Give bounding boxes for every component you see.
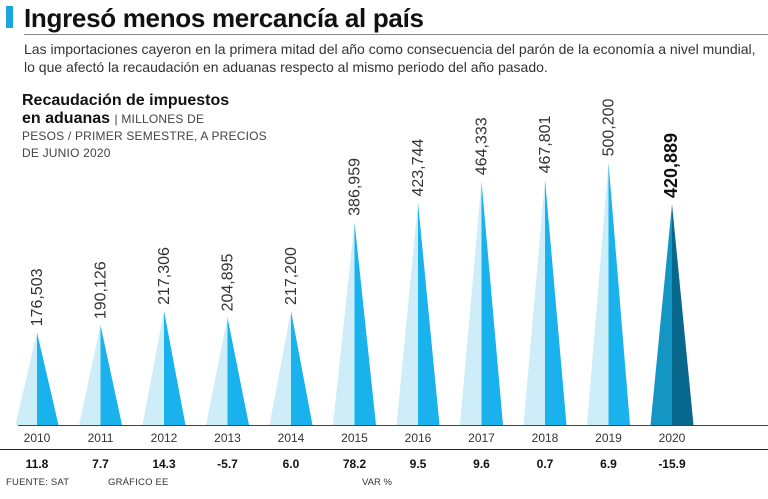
year-label-2020: 2020: [659, 431, 686, 445]
year-label-2010: 2010: [24, 431, 51, 445]
year-label-2018: 2018: [532, 431, 559, 445]
value-label-2012: 217,306: [156, 247, 173, 305]
bar-2015-left-face: [333, 221, 355, 425]
var-pct-2010: 11.8: [26, 457, 49, 471]
year-label-2013: 2013: [214, 431, 241, 445]
year-label-2011: 2011: [88, 431, 114, 445]
value-label-2015: 386,959: [347, 158, 364, 216]
source-note: FUENTE: SAT: [6, 477, 70, 488]
var-pct-2013: -5.7: [217, 457, 238, 471]
chart-units-line2: PESOS / PRIMER SEMESTRE, A PRECIOS: [22, 129, 267, 143]
page-title: Ingresó menos mercancía al país: [24, 3, 424, 33]
year-label-2015: 2015: [341, 431, 368, 445]
var-label: VAR %: [362, 477, 392, 488]
value-label-2020: 420,889: [661, 133, 681, 198]
year-label-2016: 2016: [405, 431, 432, 445]
year-label-2012: 2012: [151, 431, 178, 445]
bar-2018-left-face: [523, 179, 545, 425]
var-pct-2020: -15.9: [658, 457, 686, 471]
bar-2010-right-face: [37, 332, 59, 425]
bar-2016-left-face: [396, 202, 418, 425]
bar-2017-left-face: [460, 181, 482, 425]
bar-2019-left-face: [587, 162, 609, 425]
subtitle: Las importaciones cayeron en la primera …: [24, 41, 756, 75]
year-label-2017: 2017: [468, 431, 495, 445]
var-pct-2011: 7.7: [92, 457, 109, 471]
bar-2012-right-face: [164, 310, 186, 425]
accent-bar: [6, 6, 13, 28]
value-label-2017: 464,333: [474, 117, 491, 175]
bar-2013-right-face: [227, 317, 249, 425]
bar-2017-right-face: [481, 181, 503, 425]
credit-note: GRÁFICO EE: [108, 477, 169, 488]
bar-2013-left-face: [206, 317, 228, 425]
chart-title-line1: Recaudación de impuestos: [22, 92, 230, 109]
value-label-2010: 176,503: [29, 268, 46, 326]
var-pct-2019: 6.9: [600, 457, 617, 471]
var-pct-2017: 9.6: [473, 457, 490, 471]
var-pct-2015: 78.2: [343, 457, 367, 471]
year-label-2014: 2014: [278, 431, 305, 445]
chart-title: Recaudación de impuestos en aduanas | MI…: [22, 92, 267, 162]
bar-2015-right-face: [354, 221, 376, 425]
var-pct-2018: 0.7: [537, 457, 554, 471]
title-divider: [24, 34, 768, 35]
bar-2011-left-face: [79, 325, 101, 425]
var-pct-2014: 6.0: [283, 457, 300, 471]
chart-title-line2: en aduanas: [22, 110, 111, 127]
bar-2019-right-face: [608, 162, 630, 425]
bar-2018-right-face: [545, 179, 567, 425]
chart-units-line3: DE JUNIO 2020: [22, 146, 111, 160]
value-label-2018: 467,801: [537, 115, 554, 173]
chart-units-line1: | MILLONES DE: [114, 112, 205, 126]
var-pct-2016: 9.5: [410, 457, 427, 471]
bar-2016-right-face: [418, 202, 440, 425]
value-label-2013: 204,895: [220, 253, 237, 311]
value-label-2019: 500,200: [601, 98, 618, 156]
value-label-2016: 423,744: [410, 139, 427, 197]
value-label-2011: 190,126: [93, 261, 110, 319]
bar-2012-left-face: [142, 310, 164, 425]
bar-2014-right-face: [291, 310, 313, 425]
bar-2020-right-face: [672, 204, 694, 425]
bar-2014-left-face: [269, 310, 291, 425]
bar-2020-left-face: [650, 204, 672, 425]
year-label-2019: 2019: [595, 431, 622, 445]
bar-2010-left-face: [15, 332, 37, 425]
bar-2011-right-face: [100, 325, 122, 425]
value-label-2014: 217,200: [283, 247, 300, 305]
var-pct-2012: 14.3: [152, 457, 176, 471]
